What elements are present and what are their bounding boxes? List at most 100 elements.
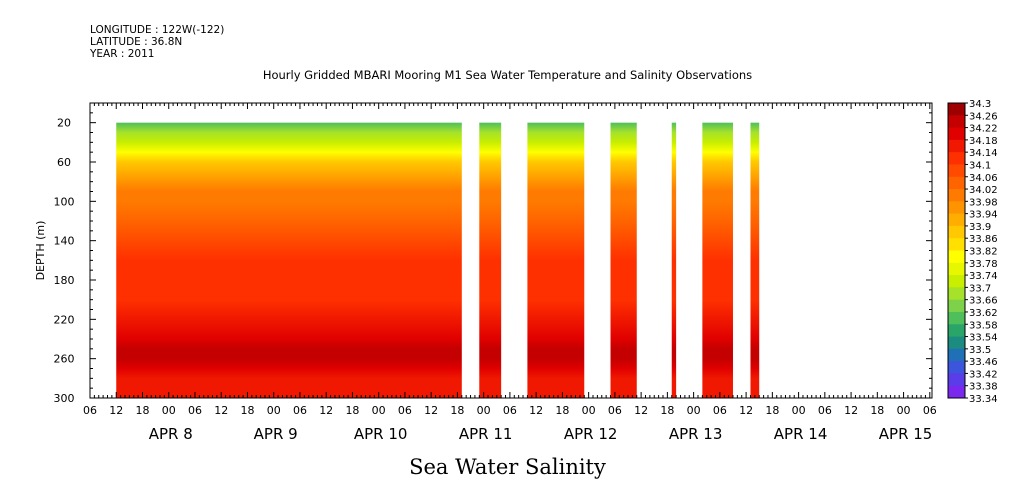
colorbar-swatch [948, 385, 965, 399]
colorbar-label: 34.06 [969, 173, 998, 184]
colorbar-label: 33.7 [969, 283, 991, 294]
day-label: APR 13 [669, 425, 723, 443]
day-label: APR 8 [149, 425, 193, 443]
colorbar-label: 33.94 [969, 210, 998, 221]
colorbar-swatch [948, 299, 965, 313]
x-tick-label: 00 [477, 404, 491, 417]
colorbar-swatch [948, 336, 965, 350]
y-axis: 20 60 100 140 180 220 260 300 [54, 102, 932, 405]
longitude-label: LONGITUDE : 122W(-122) [90, 24, 225, 36]
colorbar-label: 33.46 [969, 357, 998, 368]
x-tick-label: 12 [529, 404, 543, 417]
colorbar-label: 34.26 [969, 111, 998, 122]
colorbar-label: 33.58 [969, 320, 998, 331]
y-tick-label: 180 [54, 274, 75, 287]
x-tick-label: 18 [345, 404, 359, 417]
chart-title: Hourly Gridded MBARI Mooring M1 Sea Wate… [262, 68, 753, 82]
y-tick-label: 60 [57, 156, 71, 169]
colorbar-label: 34.3 [969, 99, 991, 110]
year-label: YEAR : 2011 [90, 48, 155, 60]
colorbar-swatch [948, 373, 965, 387]
colorbar-swatch [948, 324, 965, 338]
colorbar-swatch [948, 139, 965, 153]
day-label: APR 14 [774, 425, 828, 443]
colorbar-label: 33.42 [969, 369, 998, 380]
colorbar-label: 34.22 [969, 124, 998, 135]
x-tick-label: 06 [83, 404, 97, 417]
x-tick-label: 00 [582, 404, 596, 417]
x-tick-label: 12 [109, 404, 123, 417]
x-tick-label: 06 [608, 404, 622, 417]
colorbar-swatch [948, 275, 965, 288]
y-tick-label: 140 [54, 235, 75, 248]
y-tick-label: 220 [54, 313, 75, 326]
x-tick-label: 12 [319, 404, 333, 417]
x-tick-label: 18 [555, 404, 569, 417]
colorbar-label: 34.1 [969, 160, 991, 171]
latitude-label: LATITUDE : 36.8N [90, 36, 183, 48]
x-tick-label: 06 [503, 404, 517, 417]
x-tick-label: 18 [870, 404, 884, 417]
colorbar-label: 33.82 [969, 247, 998, 258]
y-tick-label: 260 [54, 353, 75, 366]
colorbar-label: 33.86 [969, 234, 998, 245]
day-label: APR 15 [879, 425, 933, 443]
colorbar-swatch [948, 348, 965, 362]
x-tick-label: 06 [398, 404, 412, 417]
x-tick-label: 00 [162, 404, 176, 417]
x-tick-label: 12 [739, 404, 753, 417]
colorbar-label: 33.9 [969, 222, 991, 233]
colorbar-label: 33.74 [969, 271, 998, 282]
x-tick-label: 18 [450, 404, 464, 417]
x-tick-label: 12 [844, 404, 858, 417]
x-tick-label: 06 [923, 404, 937, 417]
data-segment [116, 122, 462, 399]
x-tick-label: 18 [240, 404, 254, 417]
colorbar-label: 33.66 [969, 296, 998, 307]
colorbar-swatch [948, 176, 965, 190]
colorbar-label: 33.38 [969, 382, 998, 393]
x-tick-label: 18 [765, 404, 779, 417]
colorbar-label: 33.34 [969, 394, 998, 405]
colorbar-swatch [948, 225, 965, 239]
x-tick-label: 00 [372, 404, 386, 417]
data-segment [702, 122, 733, 399]
x-tick-label: 06 [188, 404, 202, 417]
x-tick-label: 00 [897, 404, 911, 417]
x-axis: 06 12 18 00 06 12 18 00 06 12 18 00 06 12 18 00 06 12 18 00… [83, 103, 937, 443]
y-axis-label: DEPTH (m) [34, 221, 47, 281]
data-segment [610, 122, 637, 399]
colorbar-swatch [948, 238, 965, 251]
colorbar-label: 33.98 [969, 197, 998, 208]
x-tick-label: 00 [792, 404, 806, 417]
y-tick-label: 20 [57, 117, 71, 130]
colorbar-swatch [948, 189, 965, 202]
data-segment [479, 122, 502, 399]
colorbar-label: 33.62 [969, 308, 998, 319]
x-tick-label: 06 [818, 404, 832, 417]
colorbar-swatch [948, 103, 965, 116]
colorbar-swatch [948, 287, 965, 301]
colorbar-swatch [948, 250, 965, 264]
colorbar-swatch [948, 152, 965, 165]
colorbar-swatch [948, 201, 965, 215]
data-segment [527, 122, 585, 399]
colorbar-label: 34.18 [969, 136, 998, 147]
data-segments [116, 122, 760, 399]
x-tick-label: 12 [424, 404, 438, 417]
colorbar-label: 33.54 [969, 333, 998, 344]
colorbar-swatch [948, 127, 965, 141]
colorbar-swatch [948, 164, 965, 178]
y-tick-label: 300 [54, 392, 75, 405]
x-tick-label: 00 [687, 404, 701, 417]
colorbar-label: 34.14 [969, 148, 998, 159]
colorbar-swatch [948, 262, 965, 276]
y-tick-label: 100 [54, 195, 75, 208]
x-tick-label: 00 [267, 404, 281, 417]
x-tick-label: 12 [634, 404, 648, 417]
variable-name: Sea Water Salinity [409, 455, 606, 479]
x-tick-label: 12 [214, 404, 228, 417]
day-label: APR 12 [564, 425, 618, 443]
colorbar-label: 33.5 [969, 345, 991, 356]
